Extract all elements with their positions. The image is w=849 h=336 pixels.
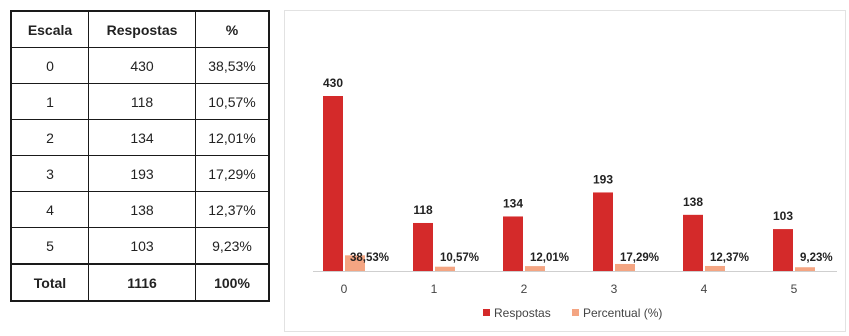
bar-respostas [683, 214, 703, 271]
data-label-percentual: 12,01% [530, 252, 569, 264]
table-header-row: Escala Respostas % [10, 10, 270, 48]
legend-label-percentual: Percentual (%) [583, 306, 662, 320]
table-row: 4 138 12,37% [10, 191, 270, 228]
legend-label-respostas: Respostas [494, 306, 551, 320]
data-label-respostas: 118 [413, 203, 433, 217]
total-label: Total [10, 263, 89, 302]
x-tick-label: 3 [611, 282, 618, 296]
cell-percent: 10,57% [195, 83, 270, 120]
bar-respostas [323, 96, 343, 271]
x-tick-label: 2 [521, 282, 528, 296]
data-label-percentual: 10,57% [440, 252, 479, 264]
x-tick-label: 4 [701, 282, 708, 296]
bar-percentual [615, 263, 635, 271]
cell-escala: 3 [10, 155, 89, 192]
cell-escala: 5 [10, 227, 89, 265]
header-escala: Escala [10, 10, 89, 48]
cell-escala: 0 [10, 47, 89, 84]
cell-respostas: 193 [88, 155, 196, 192]
data-label-respostas: 103 [773, 209, 793, 223]
bar-respostas [773, 229, 793, 271]
data-label-respostas: 430 [323, 76, 343, 90]
bar-percentual [435, 266, 455, 271]
header-respostas: Respostas [88, 10, 196, 48]
cell-escala: 2 [10, 119, 89, 156]
bar-respostas [413, 222, 433, 271]
total-respostas: 1116 [88, 263, 196, 302]
total-percent: 100% [195, 263, 270, 302]
cell-escala: 1 [10, 83, 89, 120]
legend-swatch-percentual [572, 309, 579, 316]
bar-percentual [345, 255, 365, 271]
responses-table: Escala Respostas % 0 430 38,53% 1 118 10… [10, 10, 270, 302]
header-percent: % [195, 10, 270, 48]
bar-chart-panel: 430 38,53% 0 118 10,57% 1 134 12,01% 2 193 17,29% 3… [284, 10, 846, 332]
table-total-row: Total 1116 100% [10, 263, 270, 302]
table-row: 1 118 10,57% [10, 83, 270, 120]
bar-chart: 430 38,53% 0 118 10,57% 1 134 12,01% 2 193 17,29% 3… [313, 76, 837, 320]
legend-swatch-respostas [483, 309, 490, 316]
cell-percent: 12,01% [195, 119, 270, 156]
bar-percentual [525, 266, 545, 271]
data-label-percentual: 9,23% [800, 252, 833, 264]
table-row: 3 193 17,29% [10, 155, 270, 192]
bar-percentual [705, 265, 725, 271]
cell-percent: 17,29% [195, 155, 270, 192]
cell-respostas: 134 [88, 119, 196, 156]
bar-respostas [593, 192, 613, 271]
data-label-percentual: 12,37% [710, 252, 749, 264]
data-label-percentual: 17,29% [620, 252, 659, 264]
cell-respostas: 430 [88, 47, 196, 84]
cell-percent: 9,23% [195, 227, 270, 265]
x-tick-label: 0 [341, 282, 348, 296]
cell-percent: 12,37% [195, 191, 270, 228]
data-label-respostas: 134 [503, 196, 523, 210]
data-label-respostas: 138 [683, 195, 703, 209]
table-row: 5 103 9,23% [10, 227, 270, 265]
x-tick-label: 1 [431, 282, 438, 296]
cell-percent: 38,53% [195, 47, 270, 84]
bar-percentual [795, 267, 815, 271]
cell-escala: 4 [10, 191, 89, 228]
bar-respostas [503, 216, 523, 271]
data-label-percentual: 38,53% [350, 252, 389, 264]
table-row: 0 430 38,53% [10, 47, 270, 84]
data-label-respostas: 193 [593, 172, 613, 186]
x-tick-label: 5 [791, 282, 798, 296]
cell-respostas: 118 [88, 83, 196, 120]
cell-respostas: 103 [88, 227, 196, 265]
cell-respostas: 138 [88, 191, 196, 228]
table-row: 2 134 12,01% [10, 119, 270, 156]
